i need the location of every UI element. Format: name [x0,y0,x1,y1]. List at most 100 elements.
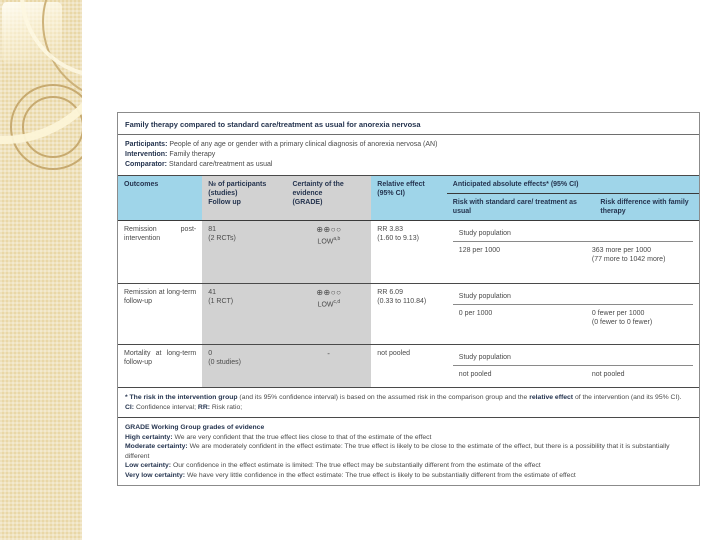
risk-difference-main: 363 more per 1000 [591,247,652,254]
grade-term: High certainty: [125,433,173,441]
footnote-segment: (and its 95% confidence interval) is bas… [237,394,530,401]
participants-cell: 41 (1 RCT) [202,283,287,345]
risk-difference-ci: (0 fewer to 0 fewer) [591,319,653,326]
grade-text: We are moderately confident in the effec… [125,443,670,460]
grade-term: Very low certainty: [125,471,186,479]
col-header-anticipated-effects: Anticipated absolute effects* (95% CI) [446,176,699,194]
evidence-table: Outcomes № of participants (studies) Fol… [118,176,699,387]
certainty-footnote-marks: c,d [333,299,341,305]
certainty-cell: ⊕⊕○○ LOWa,b [286,220,372,284]
participants-text: People of any age or gender with a prima… [167,141,438,148]
rr-text: Risk ratio; [210,403,243,411]
certainty-footnote-marks: a,b [333,236,341,242]
col-header-relative-effect: Relative effect (95% CI) [371,176,447,221]
footnote-segment: * The risk in the intervention group [125,394,238,401]
n-participants: 41 [208,289,217,296]
grade-symbols: ⊕⊕○○ [316,225,342,234]
certainty-cell: - [286,344,372,387]
grade-definitions-block: GRADE Working Group grades of evidence H… [118,417,699,485]
left-ornament-strip [0,0,82,540]
absolute-effects-values: 128 per 1000 363 more per 1000 (77 more … [453,242,693,268]
n-participants: 81 [208,226,217,233]
grade-text: We have very little confidence in the ef… [185,471,576,479]
absolute-effects-cell: Study population 0 per 1000 0 fewer per … [447,284,699,345]
relative-effect-value: RR 6.09 [377,289,403,296]
risk-standard-value: not pooled [458,371,492,378]
outcome-cell: Remission at long-term follow-up [124,289,197,305]
outcome-cell: Mortality at long-term follow-up [124,350,197,366]
risk-difference-ci: (77 more to 1042 more) [591,256,666,263]
outcome-cell: Remission post-intervention [124,226,197,242]
rr-label: RR: [197,403,211,411]
col-header-outcomes: Outcomes [118,176,203,221]
grade-line-high: High certainty: We are very confident th… [125,433,692,443]
study-population-label: Study population [452,349,693,366]
risk-difference-value: 0 fewer per 1000 (0 fewer to 0 fewer) [586,305,693,331]
header-line: Follow up [208,199,241,206]
ci-text: Confidence interval; [134,403,198,411]
absolute-effects-values: not pooled not pooled [453,366,693,383]
risk-difference-main: 0 fewer per 1000 [591,310,645,317]
absolute-effects-cell: Study population 128 per 1000 363 more p… [447,221,699,284]
relative-effect-value: not pooled [377,350,410,357]
participants-label: Participants: [125,141,168,148]
grade-line-moderate: Moderate certainty: We are moderately co… [125,442,692,461]
footnote-block: * The risk in the intervention group (an… [118,387,699,417]
n-studies: (0 studies) [208,359,241,366]
header-line: (95% CI) [377,190,405,197]
relative-effect-cell: RR 3.83 (1.60 to 9.13) [371,221,447,284]
risk-difference-main: not pooled [591,371,625,378]
study-population-label: Study population [452,288,693,305]
risk-difference-value: not pooled [586,366,693,383]
bright-arc-icon [0,0,82,144]
grade-line-very-low: Very low certainty: We have very little … [125,471,692,481]
table-info-block: Participants: People of any age or gende… [118,135,699,176]
header-line: № of participants [208,181,267,188]
summary-of-findings-table: Family therapy compared to standard care… [117,112,700,486]
relative-effect-cell: RR 6.09 (0.33 to 110.84) [371,284,447,345]
intervention-label: Intervention: [125,151,168,158]
study-population-label: Study population [452,225,693,242]
relative-effect-ci: (0.33 to 110.84) [377,298,427,305]
grade-term: Low certainty: [125,462,172,469]
grade-text: We are very confident that the true effe… [172,433,432,441]
participants-cell: 81 (2 RCTs) [202,220,287,284]
header-line: Certainty of the evidence [292,181,344,197]
grade-text: Our confidence in the effect estimate is… [171,462,541,469]
header-line: (studies) [208,190,238,197]
grade-heading: GRADE Working Group grades of evidence [125,424,265,431]
absolute-effects-values: 0 per 1000 0 fewer per 1000 (0 fewer to … [453,305,693,331]
comparator-text: Standard care/treatment as usual [167,161,273,168]
absolute-effects-cell: Study population not pooled not pooled [447,345,699,388]
table-row: Mortality at long-term follow-up 0 (0 st… [118,344,699,388]
comparator-label: Comparator: [125,161,168,168]
grade-label: LOWc,d [292,298,365,309]
intervention-line: Intervention: Family therapy [125,150,692,160]
n-studies: (1 RCT) [208,298,234,305]
risk-standard-value: 0 per 1000 [458,310,493,317]
footnote-segment: of the intervention (and its 95% CI). [573,394,682,401]
risk-difference-value: 363 more per 1000 (77 more to 1042 more) [586,242,693,268]
grade-term: Moderate certainty: [125,443,188,450]
grade-label: LOWa,b [292,235,365,246]
certainty-cell: ⊕⊕○○ LOWc,d [286,283,372,345]
footnote-segment: relative effect [529,394,574,401]
ci-label: CI: [125,403,135,411]
grade-line-low: Low certainty: Our confidence in the eff… [125,461,692,471]
risk-standard-value: 128 per 1000 [458,247,501,254]
relative-effect-cell: not pooled [371,345,447,388]
participants-cell: 0 (0 studies) [202,344,287,387]
footnote-risk-line: * The risk in the intervention group (an… [125,393,692,403]
relative-effect-ci: (1.60 to 9.13) [377,235,419,242]
grade-symbols: ⊕⊕○○ [316,288,342,297]
col-header-certainty: Certainty of the evidence (GRADE) [286,176,372,221]
table-title: Family therapy compared to standard care… [118,113,699,135]
col-header-risk-difference: Risk difference with family therapy [594,193,699,221]
table-row: Remission post-intervention 81 (2 RCTs) … [118,220,699,284]
certainty-text: LOW [317,238,334,246]
intervention-text: Family therapy [167,151,216,158]
col-header-participants: № of participants (studies) Follow up [202,176,287,221]
n-participants: 0 [208,350,213,357]
certainty-text: LOW [317,301,334,309]
